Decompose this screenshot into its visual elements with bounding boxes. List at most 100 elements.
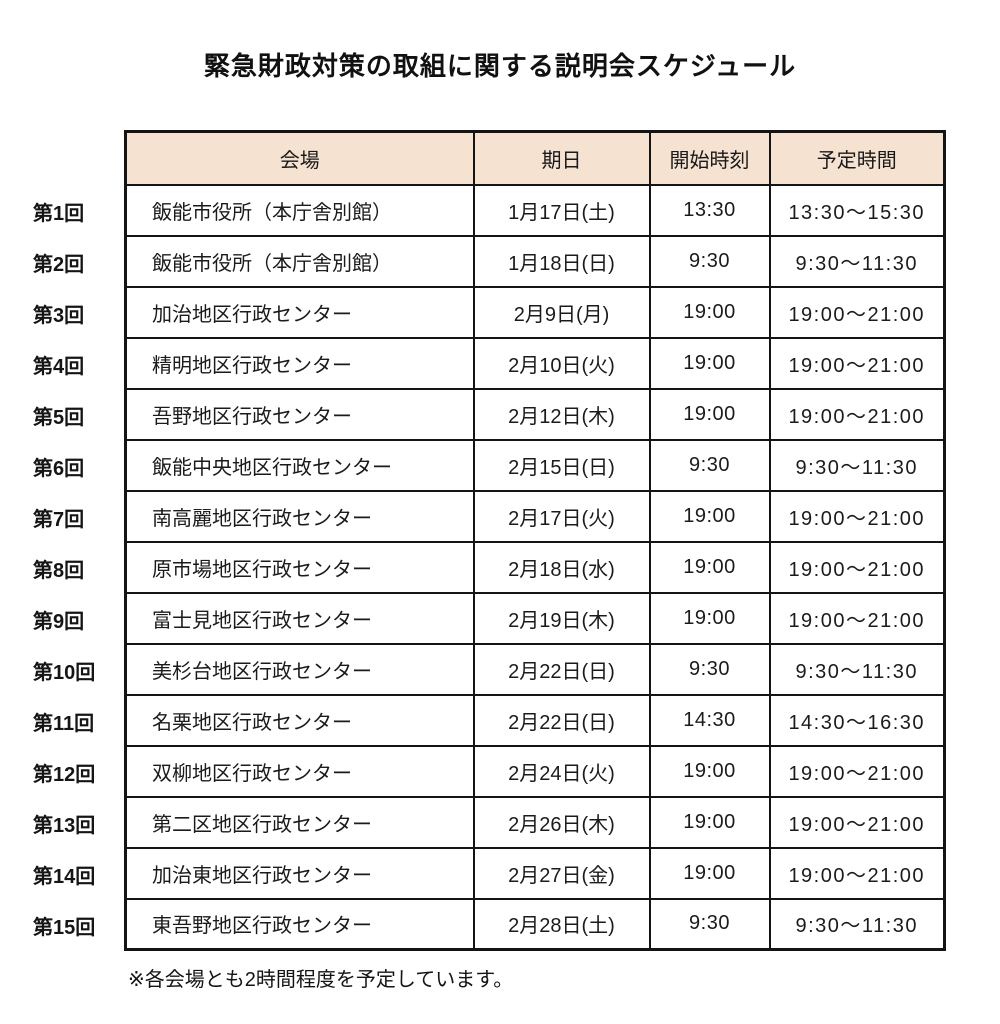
session-number-label: 第7回 <box>33 509 85 531</box>
table-row: 加治地区行政センター 2月9日(月) 19:00 19:00～21:00 <box>124 285 946 339</box>
session-number-label: 第4回 <box>33 356 85 378</box>
start-time-cell: 19:00 <box>648 591 771 645</box>
date-cell: 2月18日(水) <box>472 540 651 594</box>
scheduled-time-cell: 19:00～21:00 <box>768 489 946 543</box>
session-number-label: 第8回 <box>33 560 85 582</box>
start-time-cell: 19:00 <box>648 540 771 594</box>
start-time-cell: 9:30 <box>648 234 771 288</box>
start-time-cell: 19:00 <box>648 336 771 390</box>
date-cell: 1月17日(土) <box>472 183 651 237</box>
venue-cell: 富士見地区行政センター <box>124 591 475 645</box>
scheduled-time-cell: 19:00～21:00 <box>768 846 946 900</box>
start-time-cell: 19:00 <box>648 489 771 543</box>
session-number-label: 第14回 <box>33 866 96 888</box>
start-time-cell: 19:00 <box>648 795 771 849</box>
table-row: 加治東地区行政センター 2月27日(金) 19:00 19:00～21:00 <box>124 846 946 900</box>
venue-cell: 東吾野地区行政センター <box>124 897 475 951</box>
date-cell: 2月24日(火) <box>472 744 651 798</box>
scheduled-time-cell: 9:30～11:30 <box>768 438 946 492</box>
session-number-label: 第5回 <box>33 407 85 429</box>
session-number-label: 第6回 <box>33 458 85 480</box>
table-row: 飯能中央地区行政センター 2月15日(日) 9:30 9:30～11:30 <box>124 438 946 492</box>
venue-cell: 吾野地区行政センター <box>124 387 475 441</box>
venue-cell: 美杉台地区行政センター <box>124 642 475 696</box>
venue-cell: 名栗地区行政センター <box>124 693 475 747</box>
column-header-start-time: 開始時刻 <box>648 130 771 186</box>
session-number-label: 第2回 <box>33 254 85 276</box>
venue-cell: 飯能市役所（本庁舎別館） <box>124 183 475 237</box>
date-cell: 2月12日(木) <box>472 387 651 441</box>
table-row: 美杉台地区行政センター 2月22日(日) 9:30 9:30～11:30 <box>124 642 946 696</box>
start-time-cell: 19:00 <box>648 387 771 441</box>
table-row: 東吾野地区行政センター 2月28日(土) 9:30 9:30～11:30 <box>124 897 946 951</box>
scheduled-time-cell: 19:00～21:00 <box>768 744 946 798</box>
table-row: 吾野地区行政センター 2月12日(木) 19:00 19:00～21:00 <box>124 387 946 441</box>
schedule-table-header: 会場 期日 開始時刻 予定時間 <box>124 130 946 186</box>
venue-cell: 双柳地区行政センター <box>124 744 475 798</box>
venue-cell: 第二区地区行政センター <box>124 795 475 849</box>
session-number-label: 第9回 <box>33 611 85 633</box>
scheduled-time-cell: 19:00～21:00 <box>768 336 946 390</box>
date-cell: 2月26日(木) <box>472 795 651 849</box>
venue-cell: 原市場地区行政センター <box>124 540 475 594</box>
session-number-label: 第1回 <box>33 203 85 225</box>
date-cell: 2月15日(日) <box>472 438 651 492</box>
start-time-cell: 14:30 <box>648 693 771 747</box>
table-row: 富士見地区行政センター 2月19日(木) 19:00 19:00～21:00 <box>124 591 946 645</box>
date-cell: 2月22日(日) <box>472 642 651 696</box>
session-number-label: 第3回 <box>33 305 85 327</box>
start-time-cell: 9:30 <box>648 897 771 951</box>
scheduled-time-cell: 13:30～15:30 <box>768 183 946 237</box>
column-header-venue: 会場 <box>124 130 475 186</box>
labels-header-spacer <box>0 130 124 186</box>
scheduled-time-cell: 9:30～11:30 <box>768 642 946 696</box>
scheduled-time-cell: 9:30～11:30 <box>768 897 946 951</box>
table-row: 名栗地区行政センター 2月22日(日) 14:30 14:30～16:30 <box>124 693 946 747</box>
venue-cell: 加治地区行政センター <box>124 285 475 339</box>
session-number-label: 第12回 <box>33 764 96 786</box>
venue-cell: 飯能中央地区行政センター <box>124 438 475 492</box>
schedule-layout: 第1回第2回第3回第4回第5回第6回第7回第8回第9回第10回第11回第12回第… <box>0 130 1000 951</box>
venue-cell: 飯能市役所（本庁舎別館） <box>124 234 475 288</box>
scheduled-time-cell: 19:00～21:00 <box>768 285 946 339</box>
start-time-cell: 19:00 <box>648 285 771 339</box>
date-cell: 2月27日(金) <box>472 846 651 900</box>
table-row: 第二区地区行政センター 2月26日(木) 19:00 19:00～21:00 <box>124 795 946 849</box>
start-time-cell: 9:30 <box>648 642 771 696</box>
session-number-label: 第10回 <box>33 662 96 684</box>
scheduled-time-cell: 9:30～11:30 <box>768 234 946 288</box>
venue-cell: 南高麗地区行政センター <box>124 489 475 543</box>
table-row: 南高麗地区行政センター 2月17日(火) 19:00 19:00～21:00 <box>124 489 946 543</box>
page-title: 緊急財政対策の取組に関する説明会スケジュール <box>203 51 797 81</box>
table-row: 飯能市役所（本庁舎別館） 1月18日(日) 9:30 9:30～11:30 <box>124 234 946 288</box>
scheduled-time-cell: 19:00～21:00 <box>768 387 946 441</box>
column-header-scheduled-time: 予定時間 <box>768 130 946 186</box>
session-number-label: 第13回 <box>33 815 96 837</box>
date-cell: 2月28日(土) <box>472 897 651 951</box>
scheduled-time-cell: 19:00～21:00 <box>768 795 946 849</box>
date-cell: 2月10日(火) <box>472 336 651 390</box>
date-cell: 2月19日(木) <box>472 591 651 645</box>
schedule-table: 会場 期日 開始時刻 予定時間 飯能市役所（本庁舎別館） 1月17日(土) 13… <box>124 130 946 951</box>
start-time-cell: 19:00 <box>648 744 771 798</box>
session-number-label: 第11回 <box>33 713 95 735</box>
session-number-label: 第15回 <box>33 917 96 939</box>
venue-cell: 精明地区行政センター <box>124 336 475 390</box>
date-cell: 2月22日(日) <box>472 693 651 747</box>
scheduled-time-cell: 19:00～21:00 <box>768 591 946 645</box>
scheduled-time-cell: 19:00～21:00 <box>768 540 946 594</box>
table-row: 精明地区行政センター 2月10日(火) 19:00 19:00～21:00 <box>124 336 946 390</box>
venue-cell: 加治東地区行政センター <box>124 846 475 900</box>
start-time-cell: 19:00 <box>648 846 771 900</box>
table-row: 原市場地区行政センター 2月18日(水) 19:00 19:00～21:00 <box>124 540 946 594</box>
header-row: 会場 期日 開始時刻 予定時間 <box>124 130 946 186</box>
column-header-date: 期日 <box>472 130 651 186</box>
table-row: 飯能市役所（本庁舎別館） 1月17日(土) 13:30 13:30～15:30 <box>124 183 946 237</box>
schedule-table-body: 飯能市役所（本庁舎別館） 1月17日(土) 13:30 13:30～15:30 … <box>124 183 946 951</box>
table-row: 双柳地区行政センター 2月24日(火) 19:00 19:00～21:00 <box>124 744 946 798</box>
date-cell: 1月18日(日) <box>472 234 651 288</box>
date-cell: 2月9日(月) <box>472 285 651 339</box>
start-time-cell: 9:30 <box>648 438 771 492</box>
footnote: ※各会場とも2時間程度を予定しています。 <box>128 969 514 991</box>
